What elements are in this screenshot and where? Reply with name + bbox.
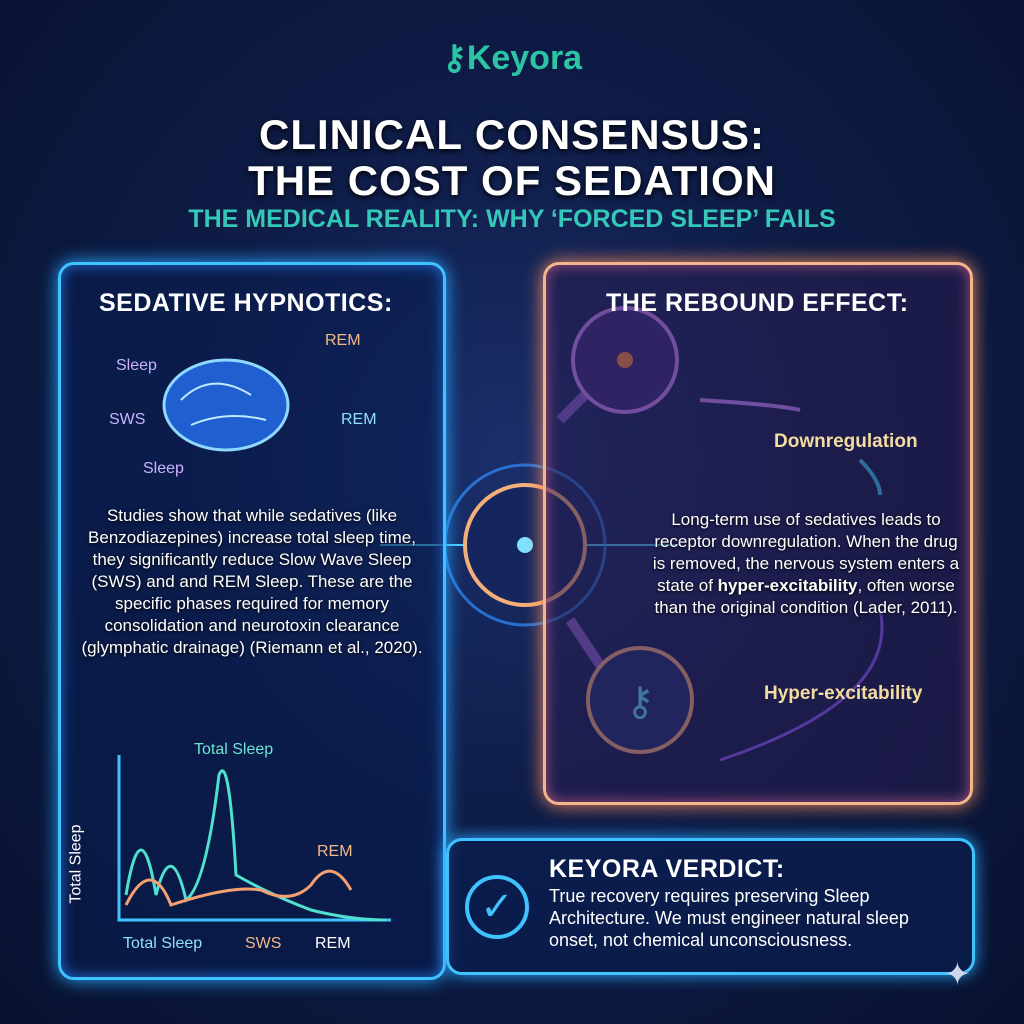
label-hyper-excitability: Hyper-excitability xyxy=(764,683,923,704)
rebound-panel: THE REBOUND EFFECT: Downregulation Long-… xyxy=(543,262,973,805)
graph-axes xyxy=(117,755,391,922)
x-label-total-sleep: Total Sleep xyxy=(123,935,203,952)
label-rem-right: REM xyxy=(341,411,377,428)
graph-line-rem xyxy=(124,869,353,907)
title-line1: CLINICAL CONSENSUS: xyxy=(259,111,765,158)
label-downregulation: Downregulation xyxy=(774,431,918,452)
key-icon: ⚷ xyxy=(441,39,467,77)
graph-line-total xyxy=(124,769,387,922)
x-label-sws: SWS xyxy=(245,935,282,952)
body-text: Long-term use of sedatives leads to rece… xyxy=(652,510,960,595)
verdict-heading: KEYORA VERDICT: xyxy=(549,855,785,883)
brain-icon xyxy=(162,358,290,452)
graph-y-axis-label: Total Sleep xyxy=(67,824,85,904)
body-text-end: , often worse than the original conditio… xyxy=(654,576,958,617)
logo-text: Keyora xyxy=(466,39,583,77)
page-title: CLINICAL CONSENSUS: THE COST OF SEDATION xyxy=(0,112,1024,204)
label-sws: SWS xyxy=(109,411,146,428)
subtitle: THE MEDICAL REALITY: WHY ‘FORCED SLEEP’ … xyxy=(188,205,836,233)
x-label-rem: REM xyxy=(315,935,351,952)
panel-heading: THE REBOUND EFFECT: xyxy=(606,289,909,317)
panel-heading: SEDATIVE HYPNOTICS: xyxy=(99,289,393,317)
neuron-icon xyxy=(517,537,533,553)
sparkle-icon: ✦ xyxy=(944,956,971,992)
label-sleep-bottom: Sleep xyxy=(143,460,184,477)
sedative-panel: SEDATIVE HYPNOTICS: Sleep REM SWS REM Sl… xyxy=(58,262,446,980)
panel-body: Long-term use of sedatives leads to rece… xyxy=(646,509,966,619)
body-bold: hyper-excitability xyxy=(717,576,858,595)
label-rem-top: REM xyxy=(325,332,361,349)
checkmark-icon: ✓ xyxy=(465,875,529,939)
sleep-graph xyxy=(117,755,391,922)
title-line2: THE COST OF SEDATION xyxy=(248,157,776,204)
graph-rem-label: REM xyxy=(317,843,353,860)
verdict-body: True recovery requires preserving Sleep … xyxy=(549,886,909,950)
logo: ⚷Keyora xyxy=(0,38,1024,78)
label-sleep-top: Sleep xyxy=(116,357,157,374)
panel-body: Studies show that while sedatives (like … xyxy=(81,506,423,657)
verdict-box: ✓ KEYORA VERDICT: True recovery requires… xyxy=(446,838,975,975)
graph-peak-label: Total Sleep xyxy=(194,741,274,758)
